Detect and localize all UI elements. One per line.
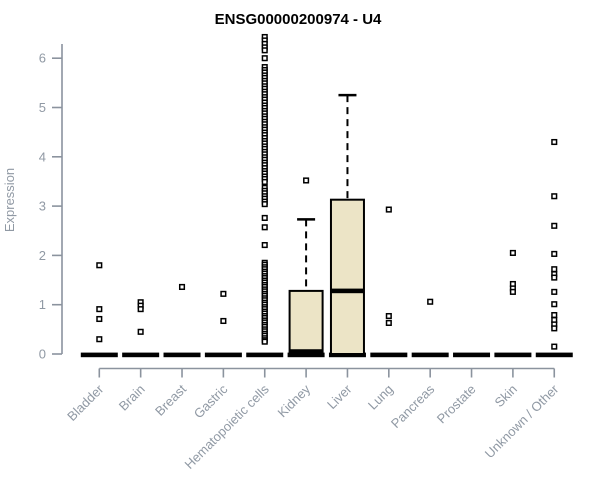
- x-category-label: Unknown / Other: [482, 381, 562, 461]
- outlier-point: [551, 274, 558, 281]
- outlier-point: [509, 249, 516, 256]
- x-category-label: Lung: [365, 382, 396, 413]
- outlier-point: [551, 138, 558, 146]
- outlier-point: [261, 201, 268, 208]
- outlier-point: [261, 55, 268, 62]
- outlier-point: [427, 298, 434, 305]
- outlier-point: [551, 301, 558, 308]
- outlier-point: [261, 178, 268, 185]
- zero-bar: [411, 352, 449, 358]
- outlier-point: [385, 312, 392, 320]
- outlier-point: [303, 177, 310, 184]
- zero-bar: [494, 352, 532, 358]
- outlier-point: [137, 328, 144, 335]
- median-line: [289, 349, 323, 354]
- outlier-point: [96, 262, 103, 269]
- x-category-label: Bladder: [64, 381, 107, 424]
- outlier-point: [509, 288, 516, 295]
- outlier-point: [261, 47, 268, 54]
- zero-bar: [163, 352, 201, 358]
- outlier-point: [551, 312, 558, 319]
- outlier-point: [261, 214, 268, 221]
- y-tick-label: 6: [39, 51, 46, 66]
- median-line: [330, 288, 364, 294]
- x-category-label: Pancreas: [388, 381, 438, 431]
- zero-bar: [453, 352, 491, 358]
- y-tick-label: 3: [39, 199, 46, 214]
- box: [288, 289, 324, 355]
- outlier-point: [261, 338, 268, 345]
- outlier-point: [385, 206, 392, 213]
- zero-bar: [122, 352, 160, 358]
- outlier-point: [551, 266, 558, 273]
- outlier-point: [220, 290, 227, 297]
- outlier-point: [178, 283, 186, 291]
- box: [329, 198, 365, 355]
- x-category-label: Brain: [116, 382, 148, 414]
- outlier-point: [551, 343, 558, 350]
- chart-title: ENSG00000200974 - U4: [215, 11, 382, 28]
- y-tick-label: 4: [39, 149, 46, 164]
- outlier-point: [96, 306, 103, 313]
- outlier-point: [551, 193, 558, 200]
- y-tick-label: 1: [39, 297, 46, 312]
- zero-bar: [370, 352, 408, 358]
- outlier-point: [220, 317, 227, 325]
- outlier-point: [551, 325, 558, 332]
- zero-bar: [535, 352, 573, 358]
- zero-bar: [80, 352, 118, 358]
- outlier-point: [551, 288, 558, 295]
- y-tick-label: 0: [39, 347, 46, 362]
- outlier-point: [551, 222, 558, 229]
- x-category-label: Liver: [324, 381, 355, 412]
- outlier-point: [385, 319, 392, 326]
- x-category-label: Skin: [492, 382, 520, 410]
- y-tick-label: 5: [39, 100, 46, 115]
- x-category-label: Kidney: [275, 381, 314, 420]
- x-category-label: Gastric: [191, 381, 231, 421]
- zero-bar: [204, 352, 242, 358]
- outlier-point: [137, 306, 144, 313]
- x-category-label: Breast: [152, 381, 189, 418]
- outlier-point: [551, 250, 558, 257]
- zero-bar: [246, 352, 284, 358]
- y-tick-label: 2: [39, 248, 46, 263]
- x-category-label: Prostate: [434, 382, 479, 427]
- y-axis-title: Expression: [2, 168, 17, 232]
- outlier-point: [96, 315, 103, 323]
- outlier-point: [96, 336, 103, 343]
- outlier-point: [261, 224, 268, 231]
- outlier-point: [261, 241, 268, 249]
